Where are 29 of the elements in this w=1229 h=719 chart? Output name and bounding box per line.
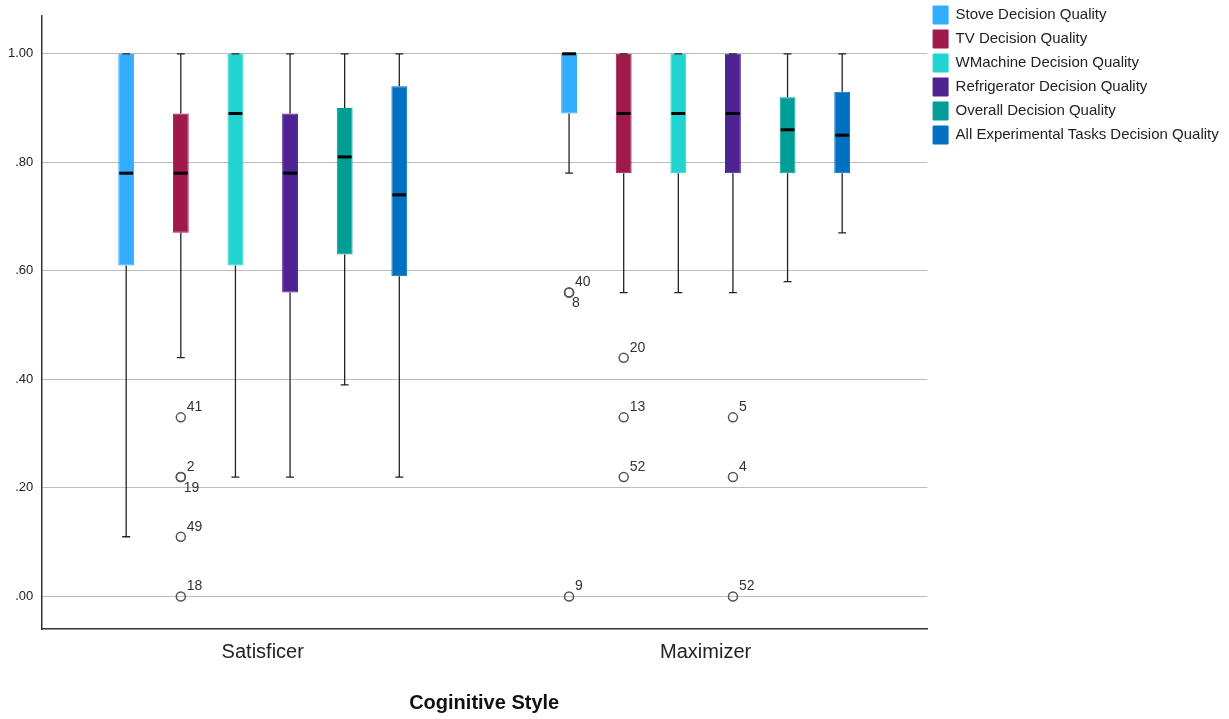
annotation: 18 — [186, 577, 203, 594]
annotation: 20 — [629, 338, 646, 355]
x-tick-label: Maximizer — [660, 639, 752, 662]
y-tick-label: .20 — [15, 479, 34, 495]
annotation: 52 — [738, 577, 755, 594]
annotation: 13 — [629, 398, 646, 415]
annotation: 4 — [738, 457, 747, 474]
x-axis-title: Coginitive Style — [409, 690, 560, 713]
y-tick-label: .80 — [15, 153, 34, 169]
legend-label: TV Decision Quality — [955, 29, 1088, 47]
annotation: 52 — [629, 457, 646, 474]
annotation: 19 — [183, 478, 200, 495]
y-tick-label: .40 — [15, 370, 34, 386]
annotation: 8 — [572, 294, 581, 311]
legend-label: WMachine Decision Quality — [955, 53, 1140, 71]
y-tick-label: 1.00 — [7, 45, 34, 61]
y-tick-label: .00 — [15, 588, 34, 604]
legend-label: All Experimental Tasks Decision Quality — [955, 125, 1220, 143]
legend-label: Refrigerator Decision Quality — [955, 77, 1148, 95]
annotation: 40 — [575, 273, 591, 290]
annotation: 9 — [575, 577, 584, 594]
annotation: 41 — [186, 398, 203, 415]
legend-label: Overall Decision Quality — [955, 101, 1117, 119]
annotation: 2 — [186, 457, 195, 474]
annotation: 5 — [738, 398, 747, 415]
x-tick-label: Satisficer — [221, 639, 305, 662]
annotation: 49 — [186, 517, 203, 534]
y-tick-label: .60 — [15, 262, 34, 278]
legend-label: Stove Decision Quality — [955, 5, 1107, 23]
